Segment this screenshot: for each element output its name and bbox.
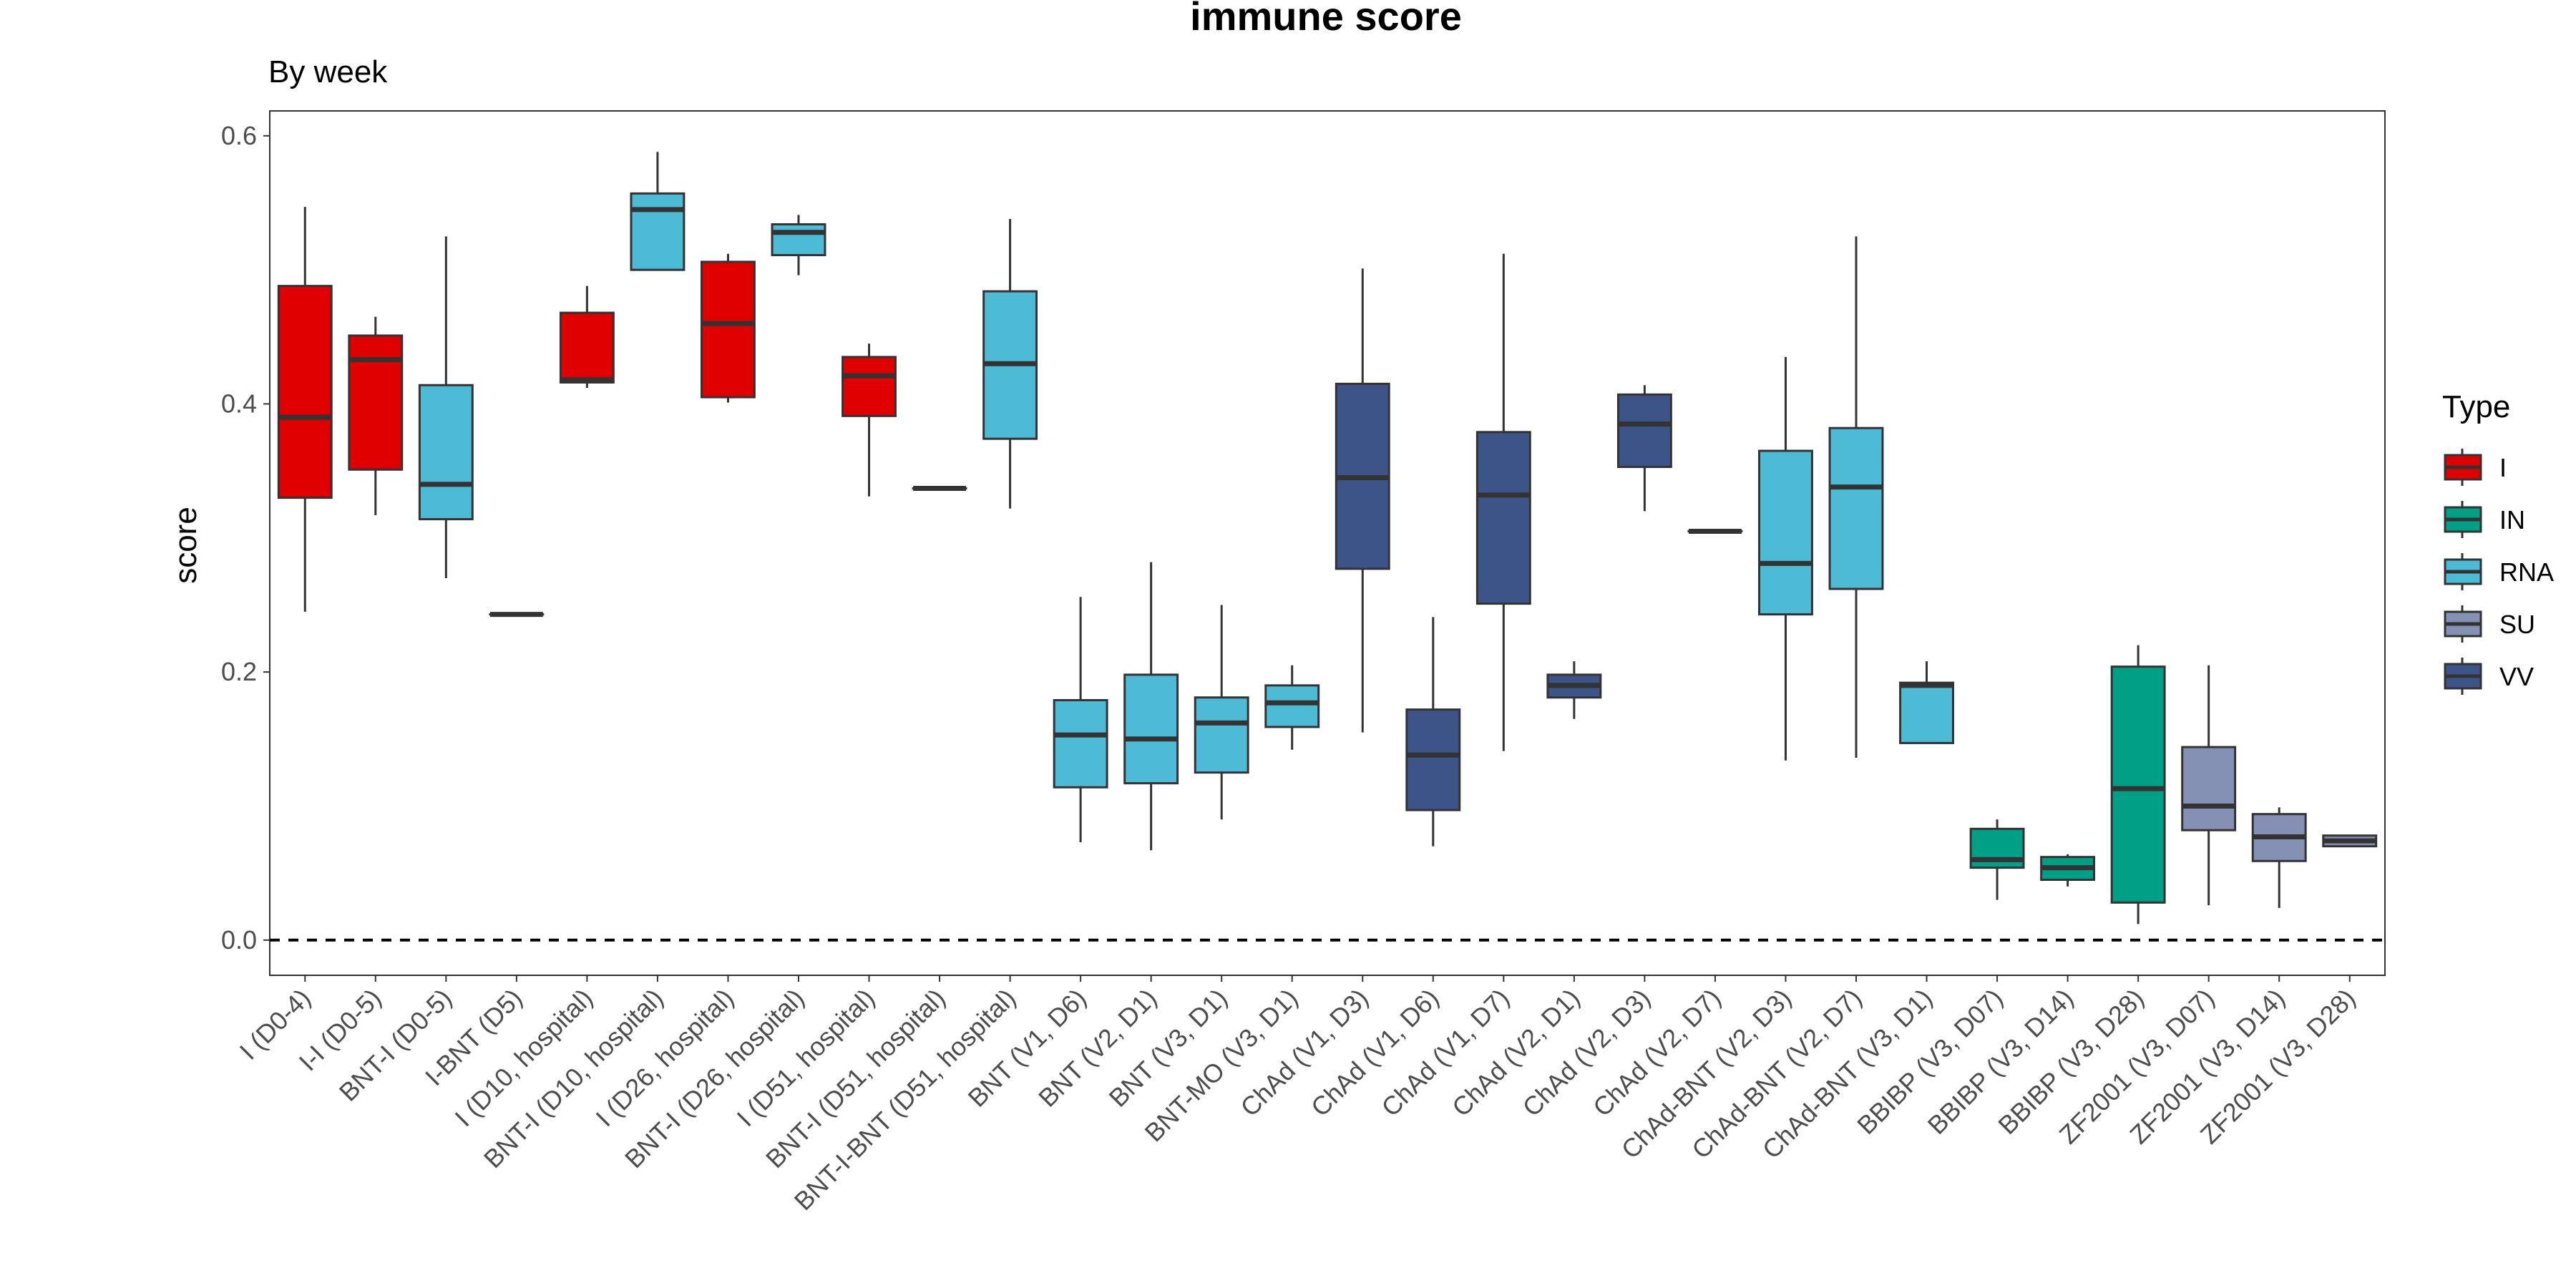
box-iqr (2110, 665, 2166, 904)
legend-entry: IN (2444, 501, 2525, 538)
y-axis-label: score (168, 507, 203, 584)
box-5 (559, 286, 615, 389)
box-iqr (771, 223, 826, 257)
box-27 (2110, 645, 2166, 924)
box-iqr (1828, 426, 1884, 590)
box-14 (1194, 605, 1249, 820)
x-tick-label: ChAd (V2, D3) (1517, 983, 1657, 1123)
legend-label: IN (2499, 505, 2525, 535)
box-iqr (1123, 673, 1179, 785)
legend: Type I IN RNA SU VV (2442, 389, 2554, 695)
box-iqr (277, 285, 333, 499)
box-iqr (1405, 708, 1461, 811)
legend-entry: I (2444, 449, 2507, 486)
legend-label: SU (2499, 610, 2535, 639)
box-8 (771, 215, 826, 275)
box-iqr (348, 334, 404, 471)
box-12 (1053, 597, 1108, 843)
box-iqr (1194, 696, 1249, 774)
legend-label: RNA (2499, 557, 2554, 587)
box-16 (1335, 268, 1390, 733)
box-25 (1969, 819, 2025, 900)
box-2 (348, 316, 404, 515)
box-iqr (418, 384, 474, 521)
y-tick-label: 0.2 (221, 657, 257, 686)
box-iqr (1475, 431, 1531, 605)
box-13 (1123, 562, 1179, 851)
legend-entry: SU (2444, 605, 2535, 643)
legend-label: I (2499, 453, 2507, 482)
box-17 (1405, 617, 1461, 847)
box-9 (841, 343, 897, 497)
box-28 (2181, 665, 2237, 906)
box-iqr (1899, 681, 1954, 744)
legend-label: VV (2499, 662, 2534, 691)
x-tick-label: ChAd (V1, D3) (1234, 983, 1374, 1123)
box-1 (277, 207, 333, 612)
box-22 (1758, 356, 1813, 761)
x-axis: I (D0-4)I-I (D0-5)BNT-I (D0-5)I-BNT (D5)… (234, 975, 2361, 1216)
box-iqr (1053, 698, 1108, 789)
legend-title: Type (2442, 389, 2510, 424)
box-3 (418, 236, 474, 579)
y-tick-label: 0.6 (221, 121, 257, 150)
box-7 (701, 253, 756, 403)
box-iqr (1264, 684, 1320, 728)
chart-subtitle: By week (268, 54, 388, 89)
box-23 (1828, 236, 1884, 758)
box-19 (1546, 661, 1602, 719)
y-axis: 0.0 0.2 0.4 0.6 (221, 121, 270, 955)
chart-title: immune score (1190, 0, 1462, 39)
box-iqr (630, 192, 686, 271)
box-15 (1264, 665, 1320, 750)
plot-panel (269, 110, 2386, 976)
x-tick-label: ChAd (V1, D7) (1375, 983, 1515, 1123)
y-tick-label: 0.0 (221, 925, 257, 955)
box-20 (1616, 385, 1672, 512)
box-24 (1899, 661, 1954, 744)
x-tick-label: ChAd (V1, D6) (1305, 983, 1445, 1123)
box-iqr (2181, 746, 2237, 831)
box-11 (982, 218, 1038, 509)
box-iqr (1616, 393, 1672, 469)
legend-entry: VV (2444, 658, 2534, 695)
box-6 (630, 152, 686, 271)
box-iqr (701, 260, 756, 399)
box-iqr (841, 356, 897, 417)
box-18 (1475, 253, 1531, 751)
box-iqr (559, 311, 615, 384)
x-tick-label: ChAd (V2, D7) (1587, 983, 1727, 1123)
box-26 (2040, 854, 2096, 887)
boxes-layer (277, 152, 2378, 924)
box-29 (2251, 807, 2307, 908)
box-30 (2322, 834, 2378, 848)
box-iqr (1758, 449, 1813, 616)
x-tick-label: ChAd (V2, D1) (1446, 983, 1586, 1123)
legend-entry: RNA (2444, 553, 2554, 590)
y-tick-label: 0.4 (221, 389, 257, 418)
